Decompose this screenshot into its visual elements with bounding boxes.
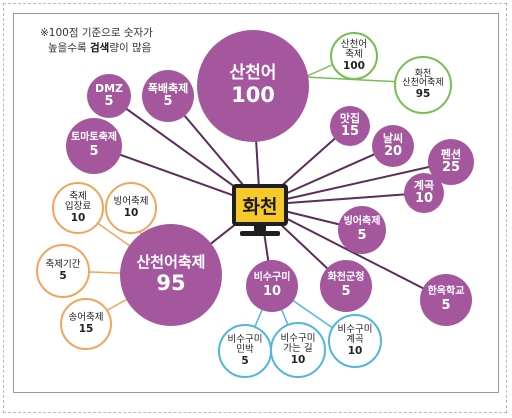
- node-label: 산천어: [229, 63, 277, 84]
- node-green-hwacheon-sancheoneo-chukje: 화천 산천어축제 95: [394, 56, 452, 114]
- score-note-line2-pre: 높을수록: [48, 42, 90, 54]
- node-pokbae-chukje: 폭배축제 5: [142, 70, 194, 122]
- score-note-line2-bold: 검색: [89, 42, 110, 54]
- node-label: 비수구미 계곡: [337, 324, 373, 345]
- node-blue-bisugumi-ganeungil: 비수구미 가는 길 10: [270, 322, 326, 378]
- node-label: 한옥학교: [427, 286, 465, 298]
- node-value: 5: [104, 94, 114, 110]
- edge-pension: [259, 161, 452, 206]
- node-label: 빙어축제: [113, 196, 149, 208]
- node-green-sancheoneo-chukje: 산천어 축제 100: [330, 32, 378, 80]
- node-value: 100: [231, 82, 275, 107]
- node-value: 10: [123, 206, 139, 219]
- node-value: 95: [156, 270, 186, 295]
- node-value: 20: [383, 144, 403, 160]
- node-label: 화천 산천어축제: [402, 68, 444, 88]
- node-label: 송어축제: [68, 312, 104, 324]
- node-value: 5: [357, 227, 367, 243]
- node-label: 화천군청: [327, 272, 365, 284]
- node-label: 산천어 축제: [340, 39, 368, 60]
- node-value: 5: [163, 94, 173, 110]
- outer-dashed-frame: [3, 3, 507, 413]
- node-value: 100: [343, 59, 365, 72]
- node-label: 산천어축제: [136, 253, 206, 272]
- node-label: 비수구미 민박: [227, 334, 263, 355]
- node-label: 비수구미 가는 길: [280, 333, 316, 354]
- score-note: ※100점 기준으로 숫자가 높을수록 검색량이 많음: [40, 26, 153, 56]
- node-sancheoneo: 산천어 100: [197, 30, 309, 142]
- node-hwacheon-gunchung: 화천군청 5: [320, 260, 372, 312]
- node-label: 폭배축제: [147, 81, 189, 95]
- node-label: 빙어축제: [343, 216, 381, 228]
- node-tomato-chukje: 토마토축제 5: [66, 118, 122, 174]
- node-orange-songeo-chukje: 송어축제 15: [60, 298, 112, 350]
- node-value: 5: [89, 143, 99, 159]
- node-label: 펜션: [440, 147, 462, 161]
- node-value: 95: [415, 88, 431, 101]
- node-value: 5: [441, 297, 451, 313]
- node-hanok-hakgyo: 한옥학교 5: [420, 274, 472, 326]
- node-label: 날씨: [382, 131, 404, 145]
- node-value: 10: [290, 353, 306, 366]
- node-dmz: DMZ 5: [87, 74, 131, 118]
- node-value: 25: [441, 160, 461, 176]
- node-value: 10: [70, 211, 86, 224]
- node-blue-bisugumi-minbak: 비수구미 민박 5: [218, 324, 272, 378]
- node-label: DMZ: [94, 81, 124, 95]
- score-note-line1: ※100점 기준으로 숫자가: [40, 27, 153, 39]
- node-value: 15: [78, 322, 94, 335]
- node-label: 맛집: [339, 111, 361, 125]
- node-label: 비수구미: [253, 272, 291, 284]
- node-label: 축제 입장료: [64, 191, 92, 212]
- node-orange-bingeo-chukje: 빙어축제 10: [105, 182, 157, 234]
- node-value: 5: [241, 354, 249, 367]
- node-sancheoneo-chukje: 산천어축제 95: [120, 224, 222, 326]
- node-value: 10: [347, 344, 363, 357]
- node-bingeo-chukje: 빙어축제 5: [338, 206, 386, 254]
- node-nalssi: 날씨 20: [372, 125, 414, 167]
- node-label: 토마토축제: [71, 132, 117, 144]
- node-gyegok: 계곡 10: [404, 173, 444, 213]
- node-label: 계곡: [413, 178, 435, 192]
- node-bisugumi: 비수구미 10: [246, 260, 298, 312]
- node-blue-bisugumi-gyegok: 비수구미 계곡 10: [328, 314, 382, 368]
- score-note-line2: 높을수록 검색량이 많음: [40, 41, 153, 56]
- tv-stand-icon: [254, 226, 266, 232]
- node-value: 10: [414, 191, 434, 207]
- score-note-line2-post: 량이 많음: [109, 42, 152, 54]
- node-value: 5: [59, 269, 67, 282]
- center-label: 화천: [236, 188, 284, 222]
- node-matjip: 맛집 15: [330, 106, 370, 146]
- node-orange-chukje-gigan: 축제기간 5: [36, 244, 90, 298]
- node-value: 5: [341, 283, 351, 299]
- node-value: 15: [340, 124, 360, 140]
- node-value: 10: [262, 283, 282, 299]
- node-orange-chukje-ipjangryo: 축제 입장료 10: [52, 182, 104, 234]
- node-label: 축제기간: [45, 259, 81, 271]
- tv-foot-icon: [240, 231, 280, 236]
